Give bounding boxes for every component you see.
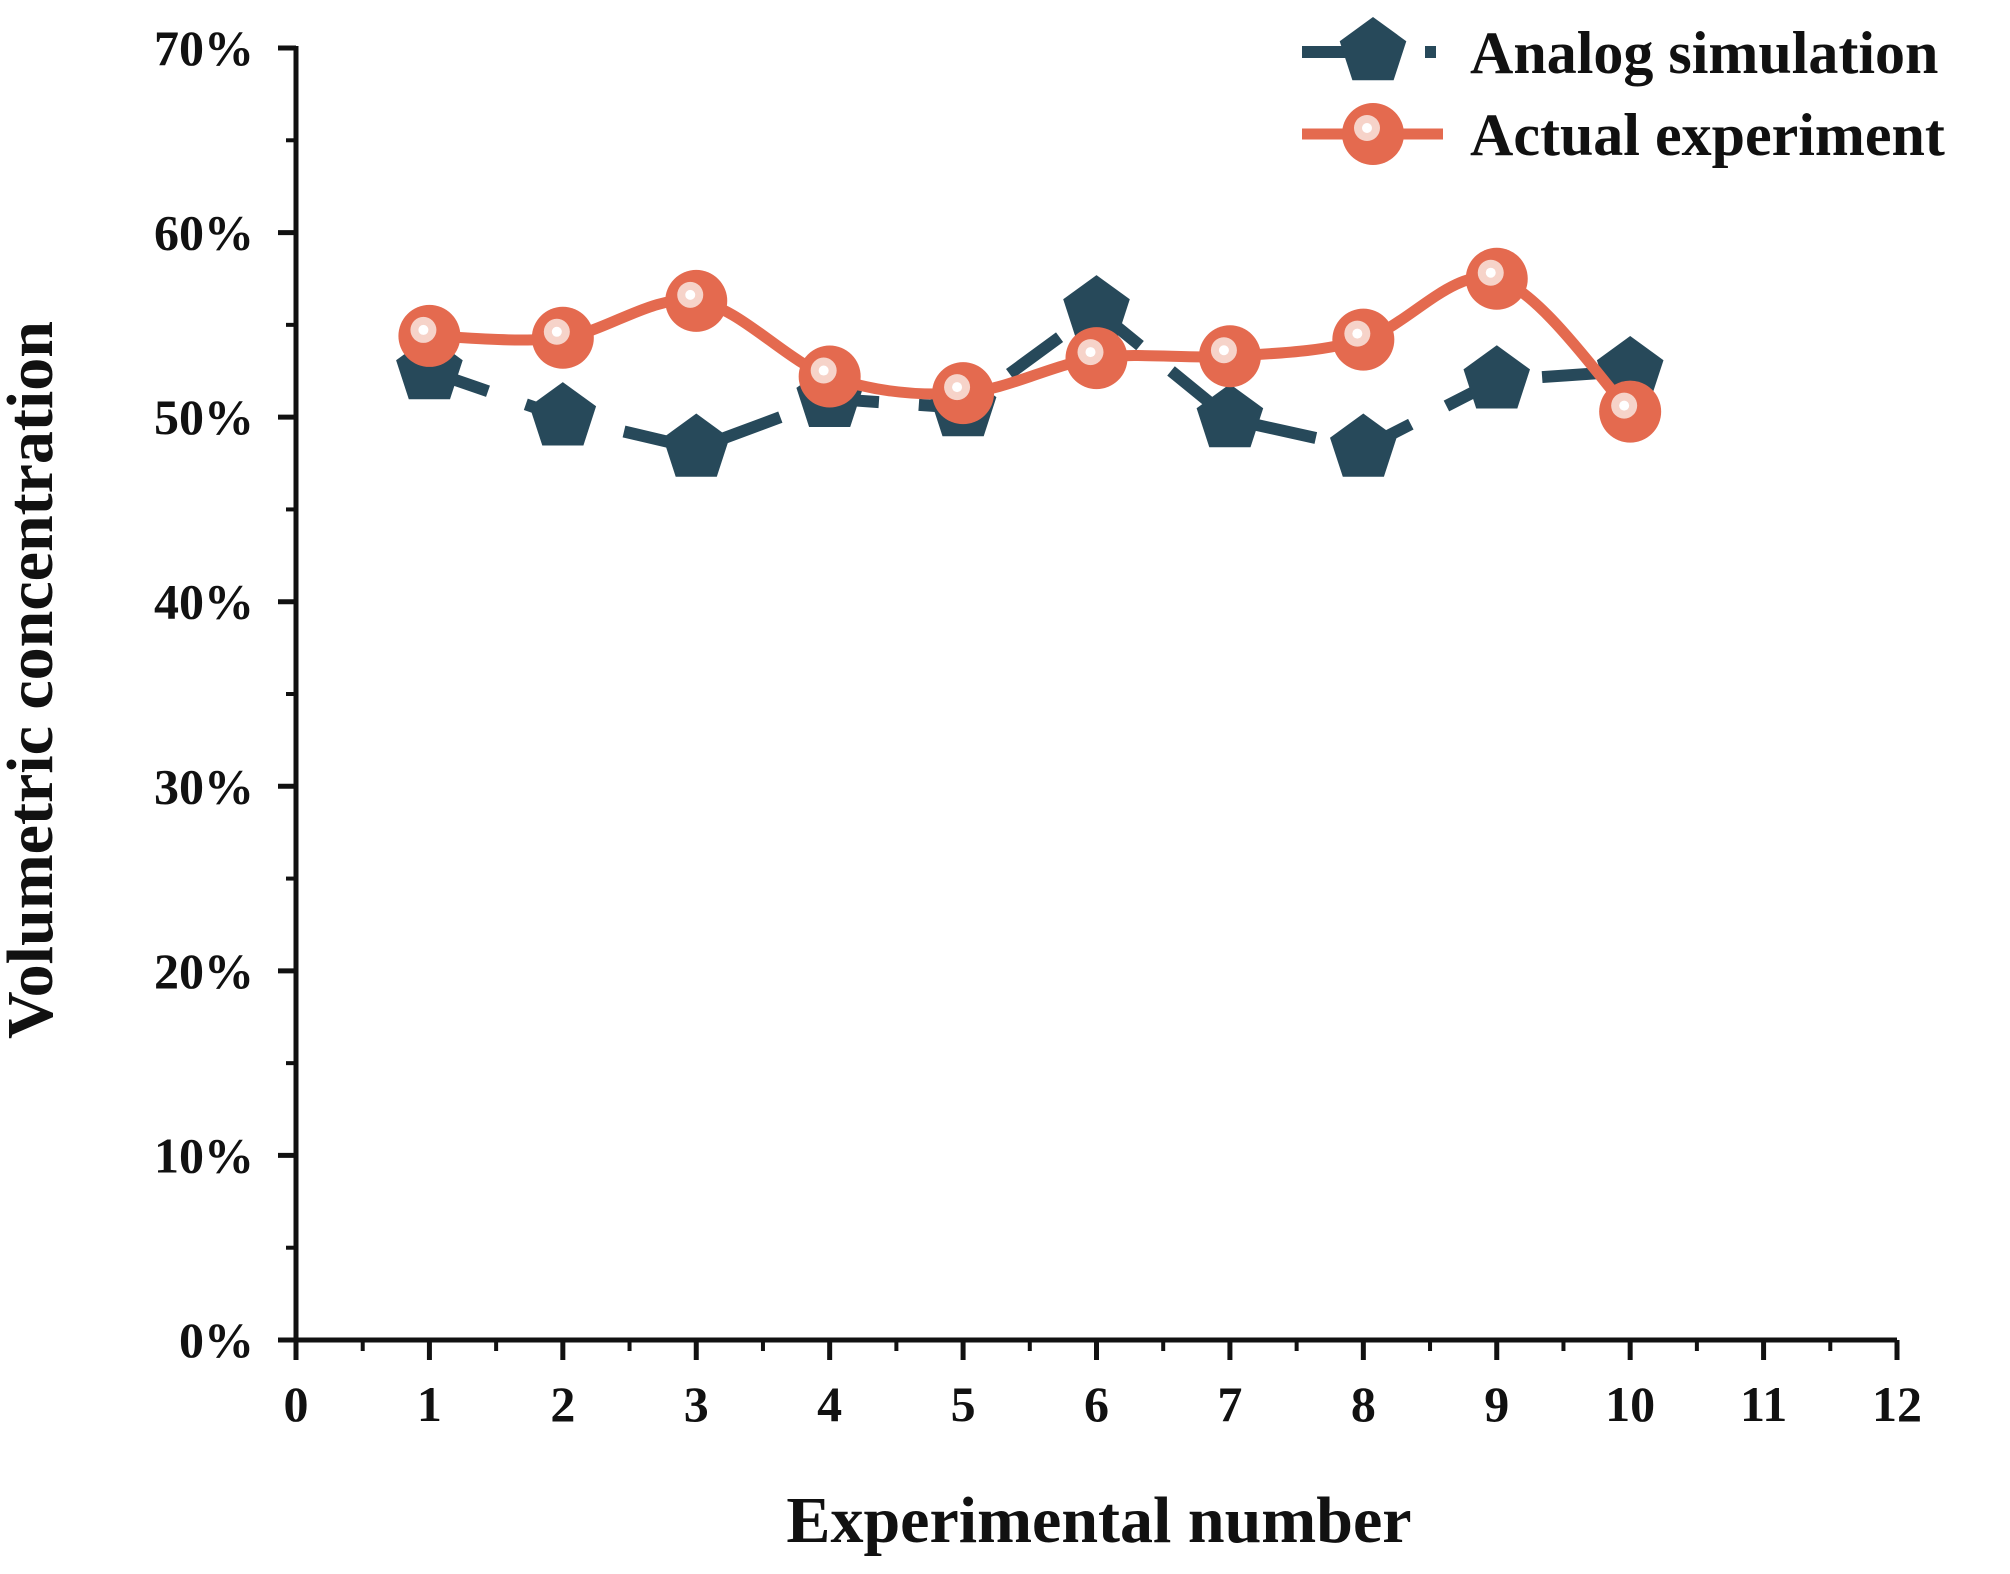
actual-experiment-point-glint [551, 326, 562, 337]
y-tick-label: 70% [154, 20, 254, 76]
actual-experiment-point-glint [1352, 328, 1363, 339]
legend-marker [1339, 17, 1407, 81]
analog-simulation-point [1196, 384, 1264, 448]
actual-experiment-point [798, 345, 861, 408]
actual-experiment-point [1599, 380, 1662, 443]
legend-item-analog-simulation: Analog simulation [1302, 17, 1938, 86]
actual-experiment-point-glint [418, 324, 429, 335]
actual-experiment-point-glint [1485, 267, 1496, 278]
y-tick-label: 0% [179, 1312, 254, 1368]
x-tick-label: 7 [1217, 1376, 1242, 1432]
x-axis-title: Experimental number [786, 1484, 1411, 1557]
x-tick-label: 4 [817, 1376, 842, 1432]
legend-marker-glint [1362, 123, 1372, 133]
actual-experiment-point-glint [1218, 345, 1229, 356]
y-tick-label: 20% [154, 943, 254, 999]
axes: 0%10%20%30%40%50%60%70%0 1 2 3 4 5 6 7 8 9 10 11 12 [154, 20, 1922, 1432]
analog-simulation-point [1596, 336, 1664, 400]
actual-experiment-point [1332, 308, 1395, 371]
actual-experiment-point-glint [1085, 347, 1096, 358]
y-axis-title: Volumetric concentration [0, 321, 67, 1039]
actual-experiment-point-glint [952, 382, 963, 393]
actual-experiment-point-glint [1619, 400, 1630, 411]
x-tick-label: 11 [1740, 1376, 1787, 1432]
x-tick-label: 6 [1084, 1376, 1109, 1432]
x-tick-label: 2 [550, 1376, 575, 1432]
actual-experiment-point-glint [818, 365, 829, 376]
x-tick-label: 9 [1484, 1376, 1509, 1432]
plot-area [396, 247, 1664, 477]
y-tick-label: 30% [154, 758, 254, 814]
legend: Analog simulation Actual experiment [1302, 17, 1945, 168]
x-tick-label: 3 [684, 1376, 709, 1432]
x-tick-label: 1 [417, 1376, 442, 1432]
legend-marker [1342, 103, 1404, 165]
x-tick-label: 10 [1605, 1376, 1655, 1432]
y-tick-label: 60% [154, 205, 254, 261]
legend-label: Actual experiment [1470, 102, 1945, 168]
y-tick-label: 40% [154, 574, 254, 630]
actual-experiment-point [1198, 325, 1261, 388]
analog-simulation-point [529, 382, 597, 446]
actual-experiment-line [423, 271, 1636, 418]
analog-simulation-point [663, 413, 730, 477]
actual-experiment-point [1465, 247, 1528, 310]
actual-experiment-point [665, 269, 728, 332]
x-tick-label: 0 [284, 1376, 309, 1432]
actual-experiment-point [531, 306, 594, 369]
analog-simulation-point [1063, 275, 1130, 339]
y-tick-label: 50% [154, 389, 254, 445]
legend-label: Analog simulation [1470, 20, 1938, 86]
x-tick-label: 8 [1351, 1376, 1376, 1432]
analog-simulation-line [427, 304, 1631, 455]
actual-experiment-point [932, 362, 995, 425]
analog-simulation-point [1330, 413, 1397, 477]
actual-experiment-point-glint [685, 289, 696, 300]
actual-experiment-point [398, 304, 461, 367]
legend-item-actual-experiment: Actual experiment [1302, 102, 1945, 168]
actual-experiment-point [1065, 327, 1128, 390]
x-tick-label: 12 [1872, 1376, 1922, 1432]
y-tick-label: 10% [154, 1127, 254, 1183]
x-tick-label: 5 [951, 1376, 976, 1432]
analog-simulation-point [1463, 345, 1530, 409]
